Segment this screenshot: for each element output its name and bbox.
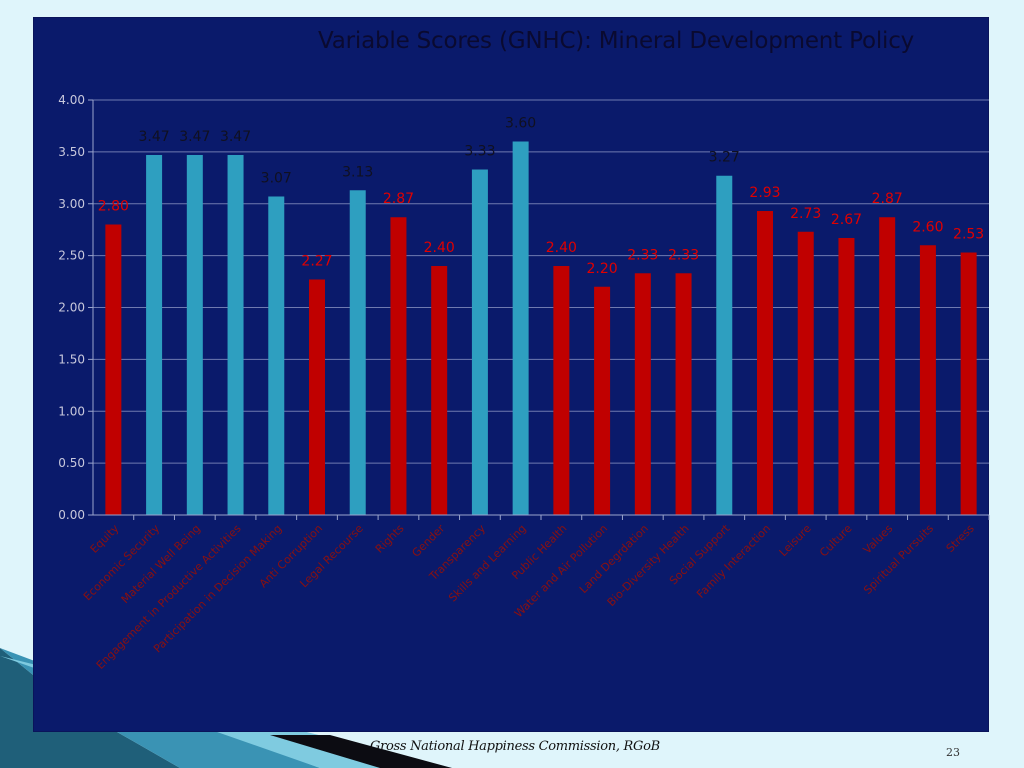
data-label: 3.60 [505, 116, 536, 132]
y-tick-label: 0.50 [58, 456, 85, 470]
y-tick-label: 2.50 [58, 249, 85, 263]
category-label: Family Interaction [694, 522, 773, 601]
bar-engagement-in-productive-activities [227, 154, 244, 516]
chart-area: 0.00 0.50 1.00 1.50 2.00 2.50 3.00 3.50 4.00 2.8… [33, 17, 990, 732]
bar-family-interaction [757, 211, 773, 515]
category-label: Spiritual Pursuits [861, 522, 936, 597]
data-label: 2.73 [790, 206, 821, 222]
category-label: Leisure [777, 522, 814, 559]
y-tick-label: 0.00 [58, 508, 85, 522]
y-tick-label: 3.50 [58, 145, 85, 159]
footer-credit: Gross National Happiness Commission, RGo… [370, 739, 660, 754]
data-label: 2.33 [627, 247, 658, 263]
y-axis-ticks: 0.00 0.50 1.00 1.50 2.00 2.50 3.00 3.50 4.00 [58, 93, 93, 522]
y-tick-label: 2.00 [58, 301, 85, 315]
bar-skills-and-learning [512, 141, 529, 515]
y-tick-label: 1.50 [58, 352, 85, 366]
bar-participation-in-decision-making [268, 196, 285, 516]
data-label: 2.67 [831, 212, 862, 228]
category-label: Material Well Being [119, 522, 203, 606]
axes [92, 100, 990, 520]
category-label: Rights [373, 522, 407, 556]
category-label: Gender [409, 522, 447, 560]
data-labels: 2.80 3.47 3.47 3.47 3.07 2.27 3.13 2.87 2.40 3.33… [98, 116, 984, 277]
data-label: 3.47 [179, 129, 210, 145]
bars [105, 141, 977, 516]
bar-equity [105, 224, 122, 515]
category-label: Skills and Learning [446, 522, 529, 605]
bar-public-health [553, 266, 570, 515]
category-label: Culture [817, 522, 855, 560]
data-label: 3.07 [261, 170, 292, 186]
category-label: Engagement in Productive Activities [94, 522, 244, 672]
data-label: 2.33 [668, 247, 699, 263]
data-label: 2.87 [872, 191, 903, 207]
y-tick-label: 4.00 [58, 93, 85, 107]
footer-swoosh [270, 735, 452, 768]
category-label: Equity [88, 522, 122, 556]
bar-bio-diversity-health [675, 273, 692, 515]
y-tick-label: 1.00 [58, 404, 85, 418]
gridlines [93, 99, 989, 464]
bar-water-and-air-pollution [594, 286, 611, 515]
data-label: 2.40 [546, 240, 577, 256]
data-label: 3.13 [342, 164, 373, 180]
data-label: 3.47 [139, 129, 170, 145]
data-label: 3.47 [220, 129, 251, 145]
data-label: 2.20 [587, 261, 618, 277]
y-tick-label: 3.00 [58, 197, 85, 211]
data-label: 2.53 [953, 227, 984, 243]
bar-transparency [471, 169, 488, 515]
corner-decoration-back [0, 648, 180, 768]
page-number: 23 [946, 746, 960, 759]
data-label: 2.27 [301, 253, 332, 269]
data-label: 2.40 [424, 240, 455, 256]
bar-anti-corruption [309, 279, 325, 515]
category-label: Stress [944, 522, 977, 555]
data-label: 3.33 [464, 144, 495, 160]
bar-rights [390, 217, 407, 516]
data-label: 2.60 [912, 219, 943, 235]
bar-leisure [797, 231, 814, 515]
bar-gender [431, 266, 448, 515]
bar-legal-recourse [349, 190, 366, 515]
bar-land-degrdation [634, 273, 651, 515]
bar-chart: 0.00 0.50 1.00 1.50 2.00 2.50 3.00 3.50 4.00 2.8… [58, 93, 990, 672]
bar-material-well-being [186, 154, 203, 516]
data-label: 3.27 [709, 150, 740, 166]
chart-title: Variable Scores (GNHC): Mineral Developm… [318, 28, 915, 54]
bar-stress [960, 252, 977, 515]
category-label: Values [861, 522, 896, 557]
category-label: Economic Security [81, 522, 163, 604]
data-label: 2.93 [749, 185, 780, 201]
bar-economic-security [146, 154, 163, 516]
data-label: 2.80 [98, 199, 129, 215]
category-label: Land Degrdation [577, 522, 651, 596]
data-label: 2.87 [383, 191, 414, 207]
bar-culture [838, 237, 855, 516]
bar-spiritual-pursuits [919, 245, 936, 515]
bar-values [879, 217, 896, 516]
bar-social-support [716, 175, 733, 516]
